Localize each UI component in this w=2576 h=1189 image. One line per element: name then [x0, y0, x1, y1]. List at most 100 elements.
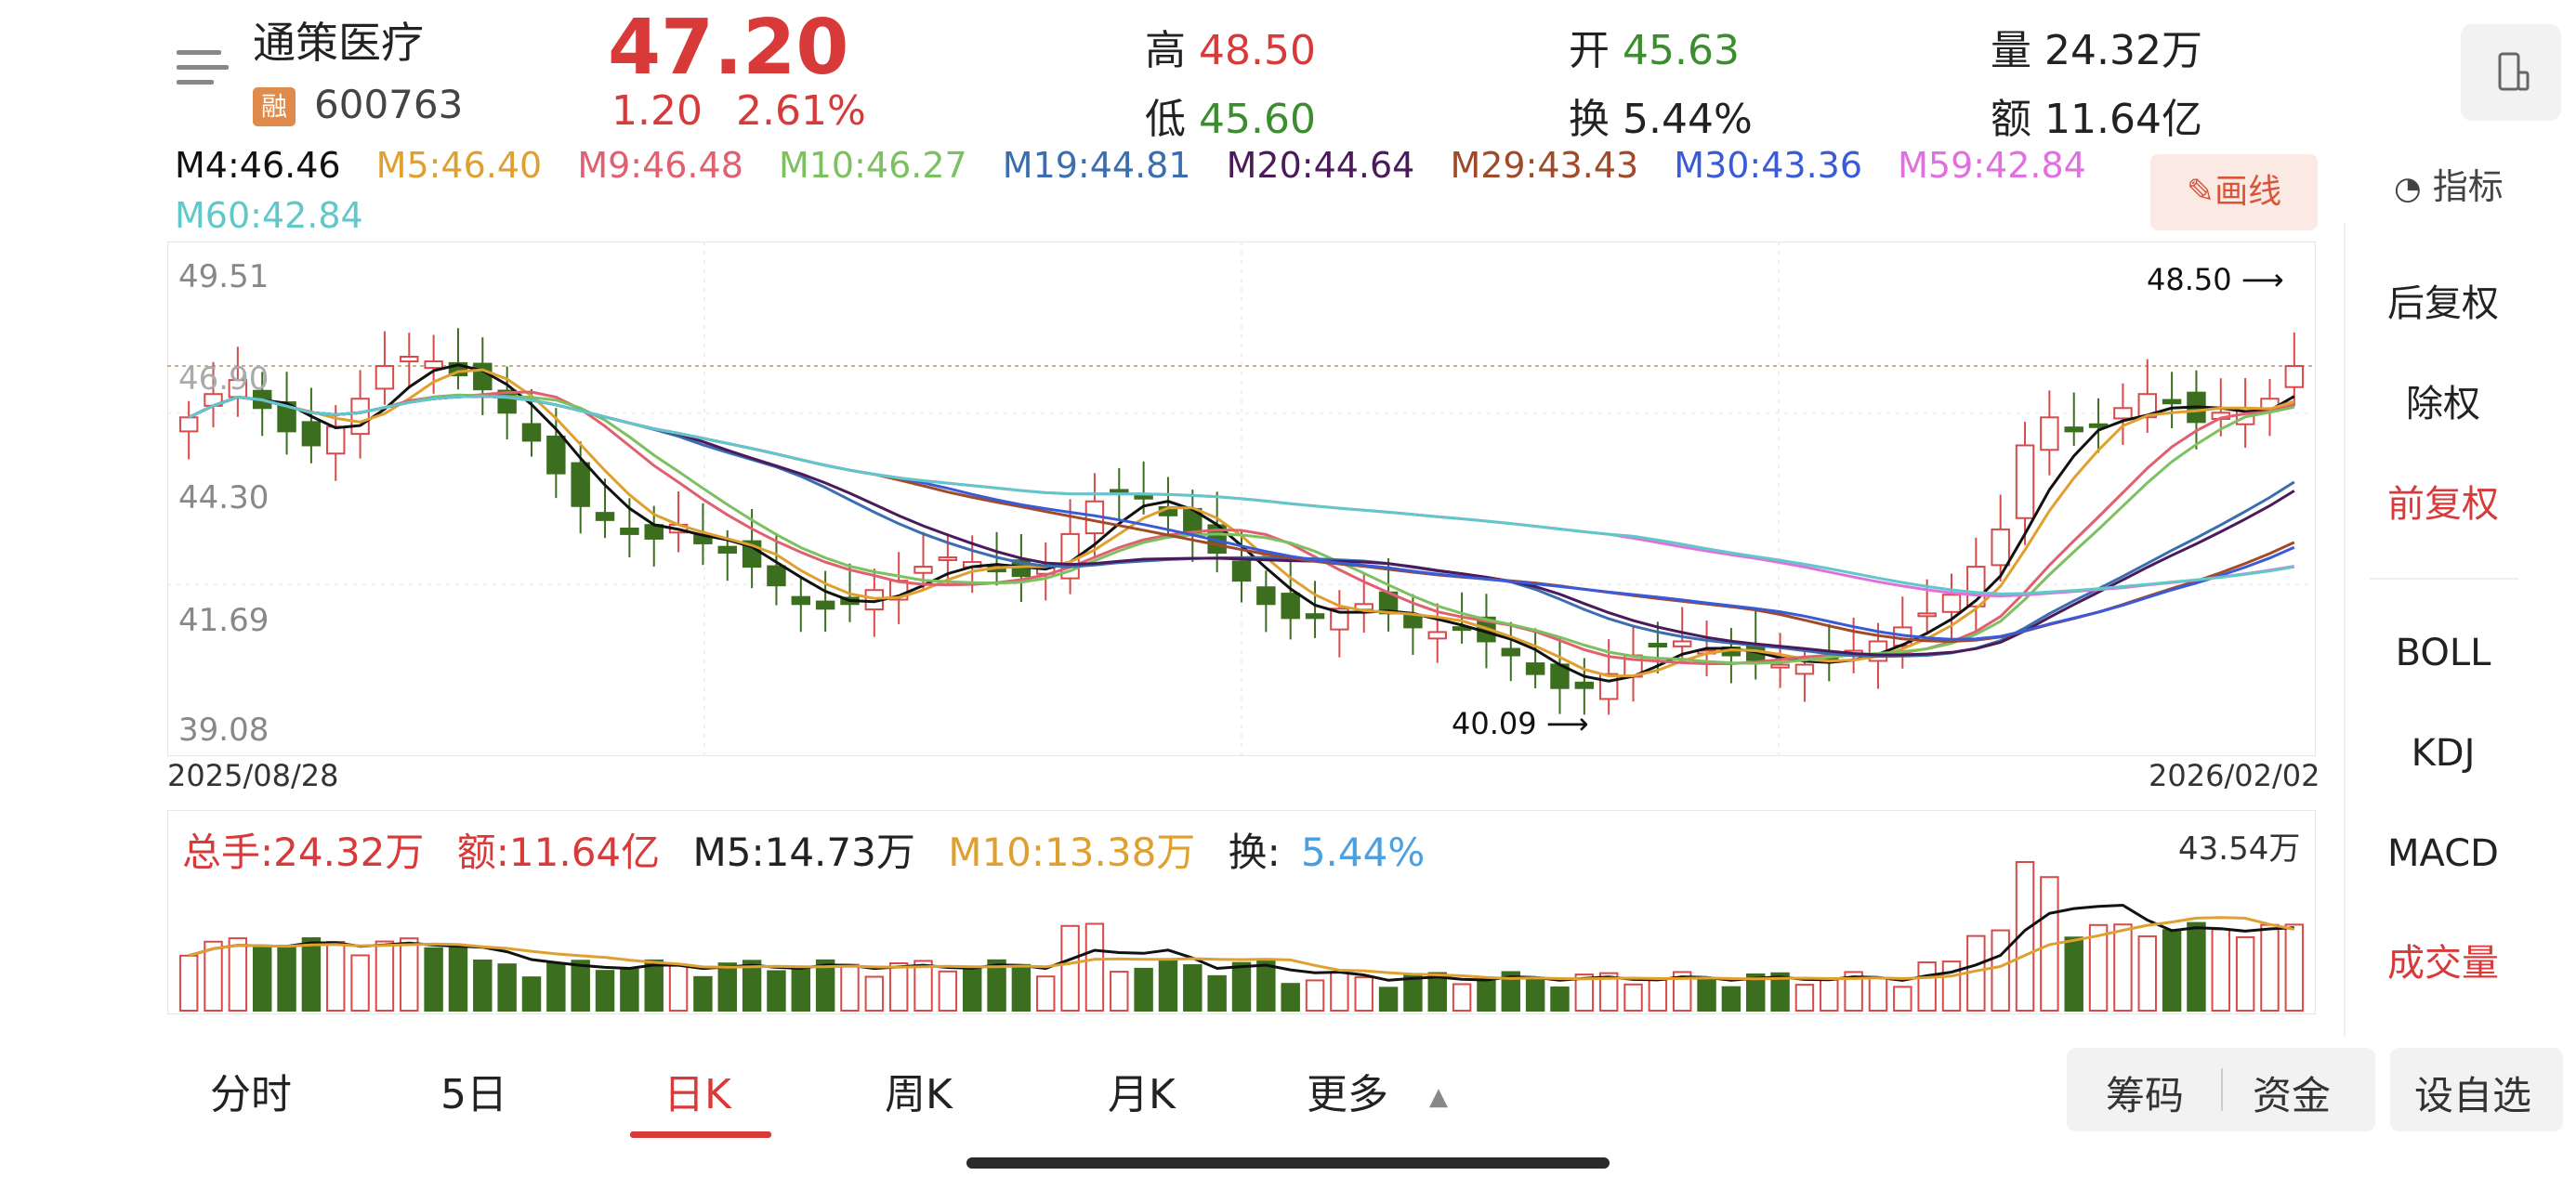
volume-bar	[473, 959, 493, 1012]
candle-body	[2015, 444, 2035, 519]
volume-bar	[1820, 978, 1839, 1012]
volume-bar	[521, 976, 542, 1012]
stock-name: 通策医疗	[253, 18, 424, 68]
side-menu-item[interactable]: BOLL	[2395, 632, 2491, 674]
volume-bar	[987, 959, 1006, 1012]
volume-bar	[571, 960, 590, 1012]
draw-line-button[interactable]: ✎画线	[2150, 154, 2318, 230]
candle-body	[1110, 489, 1129, 494]
price-change: 1.20 2.61%	[611, 87, 866, 135]
volume-bar	[1893, 986, 1912, 1012]
landscape-toggle-button[interactable]	[2461, 24, 2561, 121]
home-indicator	[966, 1157, 1610, 1169]
candle-body	[1770, 663, 1790, 669]
current-price: 47.20	[608, 4, 849, 92]
active-tab-indicator	[630, 1131, 771, 1138]
candle-body	[546, 435, 566, 475]
side-menu-item[interactable]: KDJ	[2411, 732, 2476, 775]
volume-bar	[767, 970, 786, 1013]
y-tick-4: 39.08	[178, 712, 269, 749]
volume-bar	[1648, 978, 1668, 1012]
candle-body	[2113, 407, 2133, 420]
candle-body	[424, 360, 443, 370]
ma-label: M60:42.84	[175, 195, 363, 236]
candle-body	[1991, 528, 2010, 567]
side-menu-item[interactable]: 除权	[2406, 383, 2480, 425]
volume-bar	[1378, 986, 1399, 1013]
candle-body	[350, 398, 370, 436]
stat-high: 高 48.50	[1145, 27, 1316, 74]
candle-body	[815, 600, 835, 610]
volume-bar	[1917, 960, 1937, 1013]
vol-m10: M10:13.38万	[948, 830, 1196, 875]
candle-body	[375, 365, 395, 390]
volume-bar	[1110, 971, 1129, 1012]
y-tick-0: 49.51	[178, 258, 269, 295]
phone-icon	[2498, 52, 2530, 91]
start-date: 2025/08/28	[167, 758, 339, 793]
volume-ma-line	[188, 903, 2294, 982]
candle-body	[1598, 673, 1619, 700]
candle-body	[400, 356, 419, 363]
volume-bar	[1134, 967, 1153, 1013]
add-watchlist-button[interactable]: 设自选	[2390, 1048, 2563, 1131]
caret-up-icon: ▲	[1429, 1083, 1448, 1111]
candle-body	[1794, 663, 1815, 675]
candlestick-chart[interactable]	[167, 242, 2316, 756]
side-menu-item[interactable]: 成交量	[2387, 942, 2499, 985]
tab-5day[interactable]: 5日	[440, 1071, 507, 1118]
volume-bar	[2260, 923, 2280, 1012]
candle-body	[1574, 681, 1595, 689]
price-change-pct: 2.61%	[735, 87, 866, 135]
volume-bar	[448, 947, 468, 1012]
volume-header: 总手:24.32万 额:11.64亿 M5:14.73万 M10:13.38万 …	[182, 821, 1465, 878]
ma-legend-row1: M4:46.46 M5:46.40 M9:46.48 M10:46.27 M19…	[175, 145, 2110, 186]
arrow-right-icon: ⟶	[1545, 706, 1589, 741]
indicator-header[interactable]: ◔ 指标	[2394, 166, 2504, 207]
volume-bar	[1697, 976, 1716, 1013]
volume-bar	[350, 954, 370, 1012]
volume-bar	[1844, 971, 1863, 1012]
volume-bar	[326, 940, 346, 1012]
candle-body	[938, 556, 958, 562]
side-menu-item[interactable]: 后复权	[2387, 282, 2499, 325]
ma-label: M29:43.43	[1450, 145, 1639, 186]
volume-bar	[962, 968, 982, 1013]
volume-bar	[2284, 923, 2305, 1012]
y-tick-3: 41.69	[178, 602, 269, 639]
volume-bar	[1525, 976, 1545, 1013]
candle-body	[1917, 612, 1937, 618]
volume-bar	[1574, 973, 1595, 1012]
chips-button[interactable]: 筹码	[2106, 1073, 2185, 1118]
side-menu-item[interactable]: MACD	[2387, 832, 2499, 875]
volume-bar	[1256, 960, 1276, 1012]
side-menu-item[interactable]: 前复权	[2387, 483, 2499, 526]
candle-body	[717, 545, 737, 555]
y-tick-2: 44.30	[178, 479, 269, 516]
vol-turnover: 换: 5.44%	[1228, 830, 1426, 875]
tab-intraday[interactable]: 分时	[210, 1071, 292, 1118]
ma-label: M5:46.40	[375, 145, 543, 186]
tab-monthly-k[interactable]: 月K	[1108, 1071, 1176, 1118]
funds-button[interactable]: 资金	[2253, 1073, 2332, 1118]
tab-more[interactable]: 更多 ▲	[1307, 1071, 1448, 1118]
tab-daily-k[interactable]: 日K	[664, 1071, 731, 1118]
volume-bar	[668, 963, 689, 1012]
menu-icon[interactable]	[177, 43, 229, 95]
volume-bar	[1060, 924, 1080, 1012]
volume-bar	[2211, 928, 2231, 1012]
volume-bar	[1868, 976, 1888, 1012]
ma-line-60	[188, 394, 2295, 595]
candle-body	[1501, 647, 1521, 657]
candle-body	[1403, 614, 1423, 629]
volume-chart[interactable]	[167, 810, 2316, 1014]
volume-bar	[375, 940, 395, 1013]
volume-bar	[888, 961, 909, 1012]
ma-label: M10:46.27	[778, 145, 967, 186]
candle-body	[2137, 393, 2157, 419]
volume-bar	[1721, 986, 1741, 1013]
candle-body	[2162, 399, 2182, 405]
arrow-right-icon: ⟶	[2241, 262, 2284, 297]
volume-bar	[1231, 961, 1252, 1013]
tab-weekly-k[interactable]: 周K	[885, 1071, 953, 1118]
